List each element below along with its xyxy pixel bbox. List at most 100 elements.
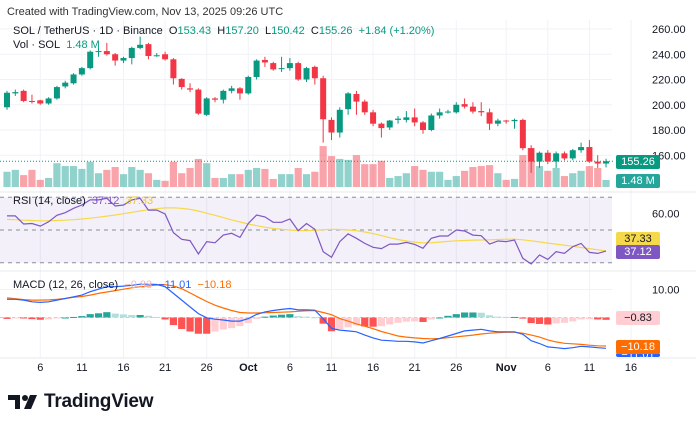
candle — [278, 56, 285, 72]
candle — [511, 118, 518, 129]
macd-histogram-bar — [386, 317, 394, 325]
candle — [203, 97, 210, 117]
volume-bar — [136, 169, 144, 187]
candle-body — [78, 68, 85, 75]
price-tick-label: 200.00 — [652, 100, 686, 112]
candle-body — [70, 74, 77, 84]
candle-body — [245, 76, 252, 94]
macd-histogram-bar — [45, 317, 53, 320]
volume-bar — [461, 170, 469, 187]
volume-bar — [45, 177, 53, 187]
candle-body — [195, 89, 202, 114]
candle-body — [603, 161, 610, 164]
macd-histogram-bar — [436, 317, 444, 319]
rsi-badge: 37.12 — [616, 245, 660, 259]
volume-bar — [560, 176, 569, 187]
candle — [345, 92, 352, 115]
symbol-name[interactable]: SOL / TetherUS · 1D · Binance — [13, 25, 163, 37]
volume-bar — [28, 169, 36, 187]
candle — [153, 52, 160, 57]
macd-histogram-bar — [111, 313, 119, 318]
candle-body — [128, 47, 135, 59]
candle-body — [561, 153, 568, 159]
candle-body — [153, 55, 160, 57]
time-tick-label: 16 — [367, 362, 379, 374]
candle — [137, 36, 144, 50]
candle — [162, 51, 169, 61]
volume-bar — [211, 177, 219, 187]
volume-bar — [69, 166, 78, 187]
time-tick-label: 11 — [584, 362, 595, 374]
volume-bar — [302, 174, 311, 187]
axes: 260.00 240.00 220.00 200.00 180.00 160.00 6 11 1… — [37, 24, 685, 374]
macd-histogram-bar — [203, 317, 211, 334]
candle-body — [578, 147, 585, 151]
macd-histogram-bar — [169, 317, 177, 326]
time-tick-label: 21 — [409, 362, 421, 374]
volume-bar — [119, 174, 128, 187]
candle-body — [303, 68, 310, 80]
volume-bar — [336, 158, 344, 187]
volume-bar — [327, 156, 336, 187]
candle — [295, 61, 302, 81]
candle-body — [403, 117, 410, 120]
volume-value: 1.48 M — [66, 39, 100, 51]
time-tick-label: 6 — [287, 362, 293, 374]
candle — [245, 75, 252, 95]
candle — [603, 158, 610, 168]
candle-body — [178, 78, 185, 88]
candle — [578, 142, 585, 153]
candle-body — [370, 112, 377, 124]
close-label: C — [310, 25, 319, 37]
high-label: H — [217, 25, 226, 37]
candle-body — [503, 120, 510, 122]
volume-bar — [577, 170, 585, 187]
volume-bar — [53, 163, 61, 187]
volume-bar — [394, 176, 402, 187]
macd-histogram-bar — [277, 314, 286, 318]
volume-bar — [20, 175, 28, 187]
candle-body — [261, 59, 268, 63]
candle — [212, 97, 218, 103]
candle — [20, 89, 27, 103]
volume-bar — [203, 163, 211, 187]
volume-bar — [194, 158, 202, 187]
candle-body — [53, 87, 60, 99]
macd-histogram-bar — [369, 317, 377, 327]
volume-bar — [519, 155, 527, 187]
volume-bar — [311, 171, 319, 187]
candle-body — [228, 88, 235, 91]
tradingview-logo[interactable]: TradingView — [8, 391, 154, 413]
volume-bar — [169, 161, 177, 187]
volume-bar — [369, 164, 377, 187]
candle-body — [45, 98, 52, 104]
macd-histogram-bar — [344, 317, 352, 328]
candle — [253, 59, 260, 80]
rsi-pane — [0, 196, 612, 264]
volume-legend[interactable]: Vol · SOL 1.48 M — [13, 39, 100, 52]
symbol-legend[interactable]: SOL / TetherUS · 1D · Binance O153.43 H1… — [13, 25, 434, 38]
candle-body — [87, 51, 94, 69]
rsi-legend[interactable]: RSI (14, close) 37.12 37.33 — [13, 195, 153, 208]
time-tick-label: 6 — [545, 362, 551, 374]
candle — [270, 61, 277, 71]
candle — [70, 73, 77, 85]
rsi-ma-line — [6, 207, 607, 252]
macd-legend[interactable]: MACD (12, 26, close) −0.83 −11.01 −10.18 — [13, 279, 231, 292]
macd-signal-value: −10.18 — [197, 279, 232, 291]
volume-bar — [144, 173, 153, 187]
macd-histogram-bar — [602, 317, 610, 320]
volume-bar — [153, 179, 161, 187]
candle-body — [336, 109, 343, 133]
grid — [0, 20, 696, 359]
candle — [87, 50, 94, 70]
candle-body — [212, 98, 218, 100]
rsi-value: 37.12 — [91, 195, 120, 207]
candle-body — [203, 98, 210, 115]
volume-bar — [452, 176, 460, 187]
candle-body — [569, 150, 576, 159]
candle-body — [544, 152, 551, 162]
volume-label: Vol · SOL — [13, 39, 61, 51]
candle-body — [528, 148, 535, 162]
